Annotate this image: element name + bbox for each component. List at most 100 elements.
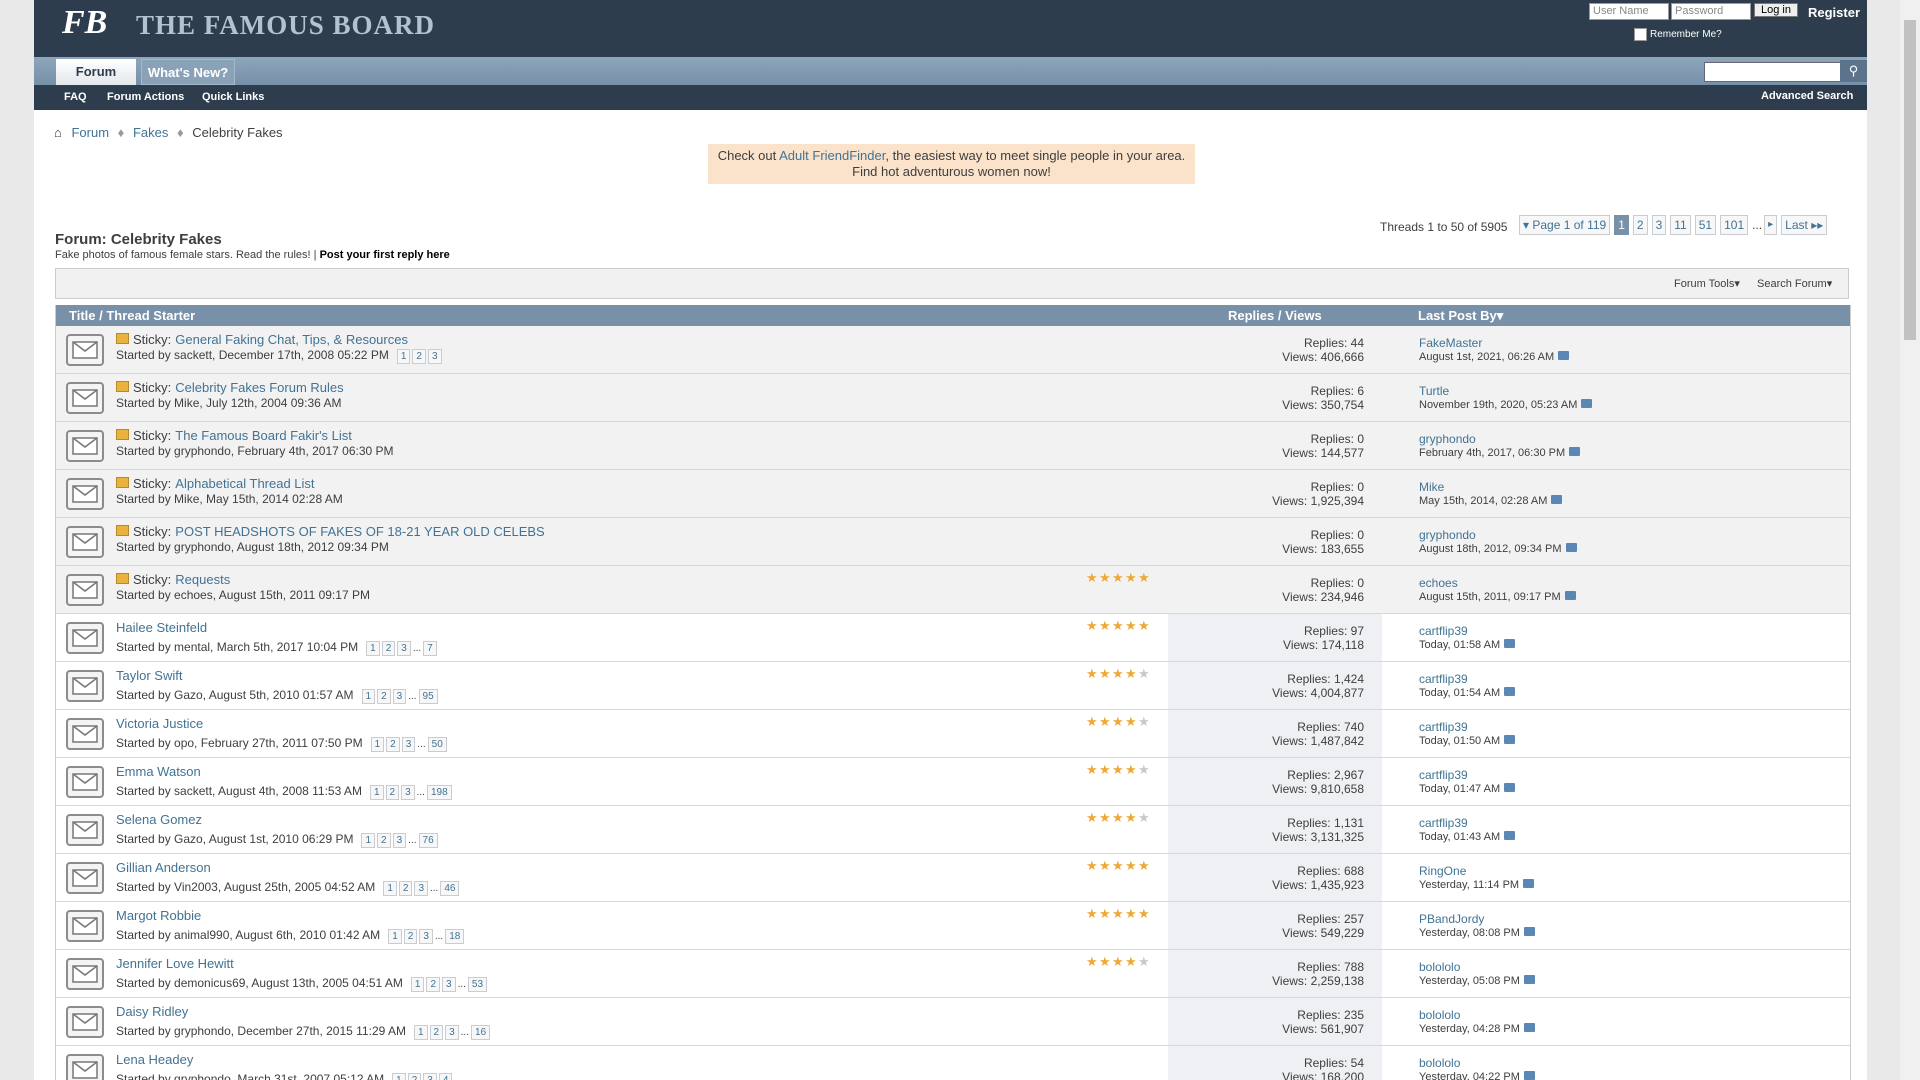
thread-icon[interactable] — [66, 526, 104, 561]
remember-checkbox[interactable] — [1634, 28, 1647, 41]
thread-title[interactable]: Taylor Swift — [116, 668, 183, 683]
next-page[interactable]: ▸ — [1764, 215, 1778, 235]
username-input[interactable]: User Name — [1589, 3, 1669, 20]
go-last-post[interactable] — [1523, 1023, 1535, 1032]
last-poster[interactable]: echoes — [1419, 576, 1458, 590]
forum-actions[interactable]: Forum Actions — [107, 91, 185, 103]
page-link[interactable]: 3 — [392, 689, 407, 704]
page-link[interactable]: 18 — [445, 929, 465, 944]
thread-icon[interactable] — [66, 958, 104, 993]
last-poster[interactable]: PBandJordy — [1419, 912, 1485, 926]
crumb[interactable]: Fakes — [132, 125, 169, 140]
go-last-post[interactable] — [1504, 783, 1516, 792]
page-link[interactable]: 198 — [426, 785, 452, 800]
page-link[interactable]: 2 — [426, 977, 440, 992]
page-link[interactable]: 1 — [413, 1025, 428, 1040]
ad-link[interactable]: Adult FriendFinder — [779, 148, 886, 163]
thread-title[interactable]: Jennifer Love Hewitt — [116, 956, 234, 971]
page-link[interactable]: 11 — [1670, 215, 1691, 235]
page-of[interactable]: ▾ Page 1 of 119 — [1519, 215, 1611, 235]
reply-link[interactable]: Post your first reply here — [319, 249, 450, 261]
page-link[interactable]: 3 — [445, 1025, 459, 1040]
go-last-post[interactable] — [1504, 735, 1516, 744]
last-poster[interactable]: gryphondo — [1419, 432, 1476, 446]
login-button[interactable]: Log in — [1754, 3, 1798, 17]
thread-icon[interactable] — [66, 814, 104, 849]
go-last-post[interactable] — [1551, 495, 1563, 504]
go-last-post[interactable] — [1564, 591, 1576, 600]
quick-links[interactable]: Quick Links — [202, 91, 265, 103]
thread-title[interactable]: The Famous Board Fakir's List — [175, 428, 352, 443]
thread-icon[interactable] — [66, 670, 104, 705]
register-link[interactable]: Register — [1808, 5, 1861, 20]
search-input[interactable] — [1704, 62, 1862, 82]
go-last-post[interactable] — [1504, 687, 1516, 696]
tab-forum[interactable]: Forum — [56, 59, 136, 85]
go-last-post[interactable] — [1523, 927, 1535, 936]
page-link[interactable]: 1 — [1614, 215, 1629, 235]
last-poster[interactable]: bolololo — [1419, 1008, 1461, 1022]
thread-title[interactable]: Requests — [175, 572, 231, 587]
go-last-post[interactable] — [1504, 639, 1516, 648]
search-forum[interactable]: Search Forum▾ — [1757, 278, 1833, 290]
page-link[interactable]: 2 — [412, 349, 426, 364]
thread-title[interactable]: Gillian Anderson — [116, 860, 211, 875]
tab-whats-new[interactable]: What's New? — [141, 59, 235, 85]
page-link[interactable]: 53 — [467, 977, 488, 992]
thread-icon[interactable] — [66, 910, 104, 945]
page-link[interactable]: 3 — [442, 977, 456, 992]
page-link[interactable]: 4 — [438, 1073, 453, 1080]
last-poster[interactable]: cartflip39 — [1419, 624, 1468, 638]
page-link[interactable]: 3 — [419, 929, 433, 944]
last-poster[interactable]: cartflip39 — [1419, 768, 1468, 782]
last-page[interactable]: Last ▸▸ — [1781, 215, 1828, 235]
thread-title[interactable]: Hailee Steinfeld — [116, 620, 208, 635]
thread-title[interactable]: Emma Watson — [116, 764, 201, 779]
page-link[interactable]: 2 — [403, 929, 418, 944]
go-last-post[interactable] — [1523, 879, 1535, 888]
thread-icon[interactable] — [66, 334, 104, 369]
page-link[interactable]: 2 — [407, 1073, 422, 1080]
page-link[interactable]: 3 — [397, 641, 411, 656]
page-link[interactable]: 2 — [377, 689, 391, 704]
go-last-post[interactable] — [1565, 543, 1577, 552]
thread-title[interactable]: Victoria Justice — [116, 716, 204, 731]
page-link[interactable]: 1 — [369, 785, 384, 800]
go-last-post[interactable] — [1558, 351, 1570, 360]
thread-icon[interactable] — [66, 1054, 104, 1080]
go-last-post[interactable] — [1581, 399, 1593, 408]
thread-icon[interactable] — [66, 622, 104, 657]
thread-icon[interactable] — [66, 382, 104, 417]
page-link[interactable]: 1 — [410, 977, 425, 992]
page-link[interactable]: 2 — [398, 881, 413, 896]
last-poster[interactable]: Mike — [1419, 480, 1445, 494]
go-last-post[interactable] — [1504, 831, 1516, 840]
thread-title[interactable]: Selena Gomez — [116, 812, 202, 827]
col-title[interactable]: Title / Thread Starter — [69, 308, 196, 323]
page-link[interactable]: 7 — [423, 641, 437, 656]
go-last-post[interactable] — [1523, 1071, 1535, 1080]
page-link[interactable]: 76 — [418, 833, 438, 848]
page-link[interactable]: 95 — [418, 689, 438, 704]
thread-title[interactable]: Margot Robbie — [116, 908, 202, 923]
page-link[interactable]: 2 — [386, 737, 400, 752]
go-last-post[interactable] — [1523, 975, 1535, 984]
password-input[interactable]: Password — [1671, 3, 1751, 20]
page-link[interactable]: 2 — [377, 833, 391, 848]
page-link[interactable]: 51 — [1694, 215, 1717, 235]
page-link[interactable]: 3 — [392, 833, 407, 848]
last-poster[interactable]: bolololo — [1419, 1056, 1461, 1070]
thread-icon[interactable] — [66, 1006, 104, 1041]
crumb[interactable]: Forum — [71, 125, 110, 140]
last-poster[interactable]: FakeMaster — [1419, 336, 1483, 350]
faq-link[interactable]: FAQ — [64, 91, 87, 103]
thread-title[interactable]: General Faking Chat, Tips, & Resources — [175, 332, 408, 347]
page-link[interactable]: 1 — [396, 349, 411, 364]
page-link[interactable]: 1 — [383, 881, 397, 896]
page-link[interactable]: 3 — [401, 737, 416, 752]
thread-title[interactable]: Alphabetical Thread List — [175, 476, 315, 491]
last-poster[interactable]: RingOne — [1419, 864, 1467, 878]
thread-title[interactable]: POST HEADSHOTS OF FAKES OF 18-21 YEAR OL… — [175, 524, 545, 539]
page-link[interactable]: 1 — [366, 641, 380, 656]
page-link[interactable]: 3 — [1651, 215, 1667, 235]
